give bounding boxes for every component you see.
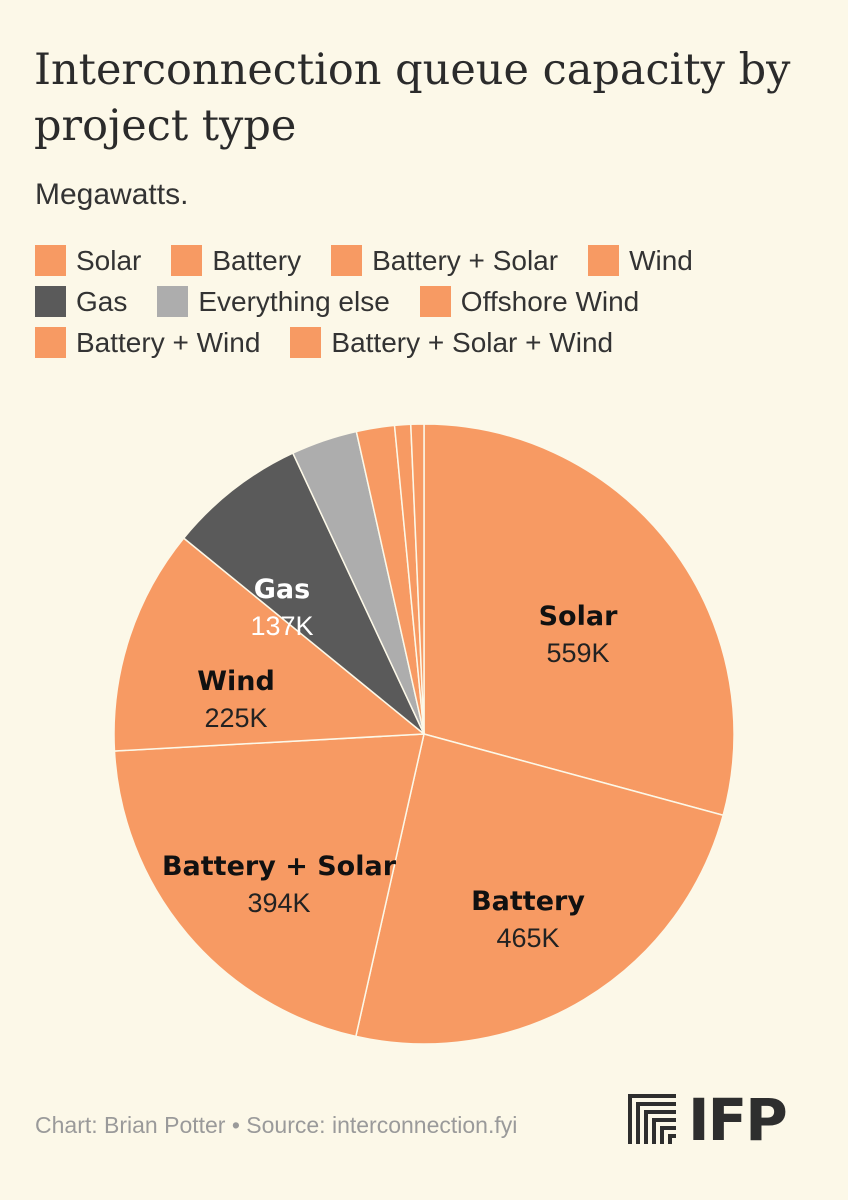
legend-label: Solar	[76, 244, 142, 276]
legend-label: Offshore Wind	[460, 285, 640, 317]
slice-value-label: 465K	[496, 923, 559, 953]
legend-item: Battery	[171, 245, 301, 277]
slice-value-label: 225K	[204, 703, 267, 733]
chart-subtitle: Megawatts.	[35, 178, 189, 211]
legend-item: Everything else	[157, 285, 390, 318]
legend-swatch	[35, 286, 66, 317]
legend-label: Battery	[212, 244, 302, 276]
legend: Solar Battery Battery + Solar Wind Gas Everyt…	[35, 240, 825, 363]
legend-swatch	[588, 245, 620, 276]
slice-value-label: 559K	[546, 638, 609, 668]
slice-name-label: Wind	[197, 666, 275, 697]
slice-value-label: 394K	[247, 888, 310, 918]
legend-swatch	[157, 286, 189, 317]
ifp-logo: IFP	[626, 1086, 816, 1154]
ifp-logo-text: IFP	[688, 1086, 788, 1154]
pie-slice-battery-solar-wind	[409, 423, 425, 735]
pie-slice-gas	[182, 452, 425, 735]
slice-name-label: Battery + Solar	[162, 851, 397, 882]
legend-swatch	[35, 327, 66, 358]
legend-row: Gas Everything else Offshore Wind	[35, 281, 825, 322]
legend-item: Battery + Solar + Wind	[290, 327, 613, 359]
legend-label: Battery + Wind	[76, 326, 261, 358]
pie-slice-wind	[113, 537, 426, 752]
legend-label: Battery + Solar + Wind	[331, 326, 614, 358]
legend-item: Battery + Solar	[331, 245, 558, 277]
pie-slice-solar	[423, 423, 735, 817]
chart-credit: Chart: Brian Potter • Source: interconne…	[35, 1112, 518, 1138]
slice-value-label: 137K	[250, 611, 313, 641]
pie-chart: Solar 559K Battery 465K Battery + Solar 394K W…	[113, 423, 735, 1045]
slice-name-label: Gas	[254, 574, 310, 605]
legend-swatch	[290, 327, 322, 358]
slice-name-label: Battery	[471, 886, 585, 917]
legend-row: Solar Battery Battery + Solar Wind	[35, 240, 825, 281]
legend-swatch	[171, 245, 203, 276]
legend-label: Battery + Solar	[372, 244, 559, 276]
ifp-logo-icon	[628, 1094, 676, 1144]
pie-slice-battery	[354, 733, 725, 1045]
legend-swatch	[419, 286, 451, 317]
legend-swatch	[35, 245, 66, 276]
legend-label: Gas	[76, 285, 128, 317]
legend-row: Battery + Wind Battery + Solar + Wind	[35, 322, 825, 363]
legend-item: Offshore Wind	[419, 285, 640, 318]
chart-title: Interconnection queue capacity by projec…	[34, 45, 791, 151]
legend-item: Wind	[588, 245, 693, 277]
legend-item: Gas	[35, 286, 127, 318]
legend-swatch	[331, 245, 363, 276]
slice-name-label: Solar	[539, 601, 618, 632]
legend-item: Solar	[35, 245, 141, 277]
legend-label: Wind	[629, 244, 693, 276]
pie-slice-battery-solar	[113, 733, 425, 1038]
legend-label: Everything else	[198, 285, 390, 317]
legend-item: Battery + Wind	[35, 327, 260, 359]
